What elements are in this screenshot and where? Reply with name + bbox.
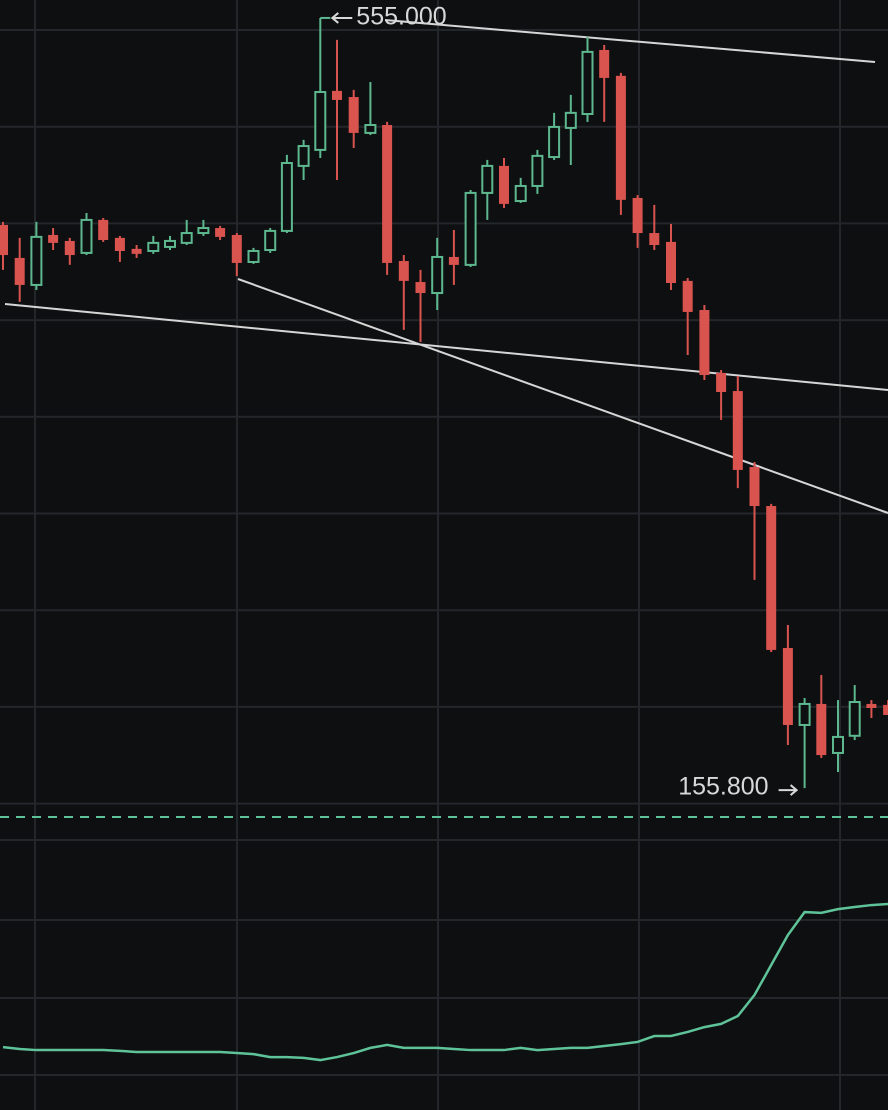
candle-body (114, 237, 125, 251)
trend-line (237, 278, 888, 514)
candle-body (499, 165, 509, 204)
annotation-arrow (778, 784, 799, 796)
candle-body (80, 218, 93, 254)
candle-body (30, 235, 43, 286)
indicator-line (2, 902, 888, 1062)
annotation-label: 155.800 (678, 773, 768, 801)
candle-body (649, 233, 660, 246)
candle-body (415, 282, 426, 294)
candle-body (297, 145, 310, 167)
candle-body (247, 249, 260, 263)
candle-body (481, 164, 494, 194)
candle-body (147, 241, 160, 252)
candle-body (98, 219, 109, 240)
candle-body (564, 111, 577, 129)
candle-body (215, 228, 226, 237)
candle-body (364, 124, 377, 134)
candle-body (332, 90, 342, 100)
candle-body (599, 49, 610, 78)
candle-body (766, 506, 777, 650)
candle-body (866, 703, 877, 709)
candle-body (264, 229, 277, 252)
candle-body (666, 241, 676, 284)
candle-body (48, 234, 59, 243)
candle-body (0, 224, 8, 256)
candle-body (682, 280, 693, 312)
candle-body (632, 197, 643, 234)
candle-body (615, 75, 626, 200)
candle-body (448, 256, 459, 265)
candle-body (164, 239, 176, 248)
candle-body (883, 704, 888, 715)
candle-body (382, 125, 393, 263)
candle-body (749, 467, 760, 507)
annotation-arrow (330, 12, 353, 24)
candle-body (732, 391, 743, 470)
candle-body (548, 125, 561, 159)
candle-body (464, 191, 477, 266)
candle-body (280, 162, 293, 232)
candle-body (131, 248, 142, 254)
candle-body (231, 234, 242, 263)
candle-body (348, 97, 359, 133)
candle-body (581, 50, 594, 116)
candle-body (314, 91, 327, 151)
candle-body (180, 232, 193, 244)
candle-body (782, 648, 793, 725)
candle-body (431, 255, 444, 295)
candle-body (816, 703, 827, 756)
annotation-label: 555.000 (356, 3, 446, 31)
candle-body (514, 184, 527, 203)
candle-body (64, 240, 75, 256)
trend-line (384, 19, 876, 63)
candle-body (531, 154, 544, 187)
candle-body (699, 310, 710, 376)
candle-body (848, 701, 861, 737)
candle-body (798, 702, 811, 726)
candle-body (398, 261, 409, 281)
candle-body (14, 257, 25, 285)
candle-body (716, 372, 727, 393)
candle-body (197, 227, 210, 235)
trend-line (4, 303, 888, 391)
candle-body (832, 735, 844, 754)
